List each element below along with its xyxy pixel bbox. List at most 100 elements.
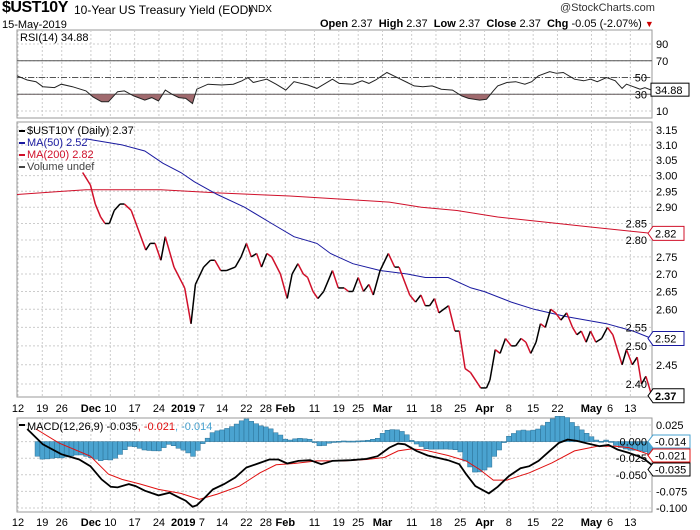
macd-histogram-bar [302, 438, 308, 442]
macd-signal-tag [647, 448, 691, 463]
x-axis-label: 7 [199, 517, 205, 529]
macd-histogram-bar [593, 439, 600, 442]
macd-tick-label: -0.100 [656, 503, 687, 515]
price-segment [306, 277, 314, 292]
price-segment [82, 172, 92, 186]
ma50-last-tag [647, 330, 685, 346]
macd-histogram-bar [549, 418, 556, 442]
price-segment [352, 277, 359, 292]
price-segment [515, 338, 522, 347]
macd-histogram-bar [73, 441, 80, 456]
macd-tick-label: -0.050 [616, 470, 647, 482]
macd-histogram-bar [340, 440, 347, 443]
price-tick-label: 3.00 [656, 171, 677, 183]
macd-histogram-bar [394, 429, 400, 442]
price-segment [173, 266, 186, 289]
macd-tick-label: 0.025 [656, 420, 684, 432]
price-segment [535, 323, 542, 343]
macd-histogram-bar [44, 441, 50, 460]
macd-histogram-bar [243, 418, 250, 442]
price-segment [130, 210, 147, 251]
macd-histogram-bar [170, 441, 177, 446]
brand-logo[interactable]: @StockCharts.com [560, 2, 655, 14]
price-tick-label: 2.65 [656, 286, 677, 298]
price-segment [589, 330, 597, 343]
price-segment [362, 283, 370, 292]
macd-histogram-bar [355, 440, 361, 443]
price-segment [234, 256, 242, 268]
price-segment [499, 338, 507, 354]
price-segment [317, 290, 325, 300]
price-segment [636, 357, 643, 385]
macd-histogram-bar [258, 425, 264, 442]
macd-histogram-bar [506, 435, 512, 442]
price-tick-label: 3.10 [656, 140, 677, 152]
macd-histogram-bar [433, 441, 439, 450]
macd-histogram-bar [54, 441, 60, 459]
rsi-line [16, 71, 652, 105]
open-value: 2.37 [351, 18, 373, 30]
price-segment [550, 308, 556, 314]
rsi-tick-label: 70 [656, 56, 668, 68]
x-axis-label: 19 [36, 517, 48, 529]
x-axis-label: 11 [406, 403, 417, 415]
macd-legend-label: MACD(12,26,9) [27, 421, 103, 433]
low-label: Low [433, 18, 456, 30]
macd-histogram-bar [501, 441, 507, 443]
macd-histogram-bar [253, 423, 259, 442]
price-segment [297, 263, 304, 275]
rsi-tick-label: 50 [635, 73, 647, 85]
macd-histogram-bar [496, 441, 502, 451]
chart-date: 15-May-2019 [2, 19, 67, 31]
price-segment [312, 291, 319, 299]
x-axis-label: 15 [527, 403, 539, 415]
macd-histogram-bar [404, 434, 410, 442]
macd-histogram-bar [452, 441, 459, 450]
macd-hist-value: -0.014 [655, 437, 686, 449]
macd-histogram-bar [200, 441, 206, 444]
price-last-tag [647, 388, 685, 404]
x-axis-label: 11 [309, 403, 320, 415]
macd-histogram-bar [379, 433, 386, 442]
x-axis-label: 17 [129, 517, 141, 529]
price-segment [530, 341, 537, 354]
price-legend-item: MA(200) 2.82 [27, 149, 94, 161]
price-segment [420, 294, 426, 306]
chg-label: Chg [546, 18, 569, 30]
price-segment [429, 298, 436, 307]
macd-histogram-bar [141, 441, 148, 451]
rsi-tick-label: 30 [635, 89, 647, 101]
macd-histogram-bar [146, 441, 152, 451]
price-segment [240, 243, 248, 258]
x-axis-label: 19 [36, 403, 48, 415]
price-segment [286, 273, 293, 299]
price-segment [94, 203, 102, 218]
x-axis-label: 12 [12, 403, 24, 415]
rsi-panel [16, 29, 653, 119]
x-axis-label: 8 [506, 517, 512, 529]
price-segment [585, 330, 592, 343]
ma50-last-value: 2.52 [655, 333, 676, 345]
exchange: INDX [248, 4, 272, 15]
x-axis-label: Dec [81, 403, 101, 415]
macd-histogram-bar [297, 438, 303, 442]
price-segment [323, 270, 334, 292]
macd-histogram-bar [457, 441, 463, 453]
macd-histogram-bar [224, 428, 230, 442]
high-value: 2.37 [406, 18, 428, 30]
macd-hist-tag [647, 434, 691, 449]
macd-tick-label: 0.000 [619, 437, 647, 449]
price-tick-label: 2.50 [626, 341, 647, 353]
x-axis-label: 2019 [171, 403, 195, 415]
macd-histogram-bar [131, 441, 138, 447]
price-segment [595, 337, 603, 343]
price-segment [357, 277, 365, 292]
price-segment [331, 270, 339, 289]
price-segment [631, 356, 638, 366]
macd-tick-label: -0.025 [616, 453, 647, 465]
open-label: Open [320, 18, 349, 30]
x-axis-label: 13 [624, 403, 636, 415]
macd-histogram-bar [583, 433, 590, 442]
rsi-last-value: 34.88 [655, 85, 683, 97]
macd-histogram-bar [248, 421, 254, 442]
